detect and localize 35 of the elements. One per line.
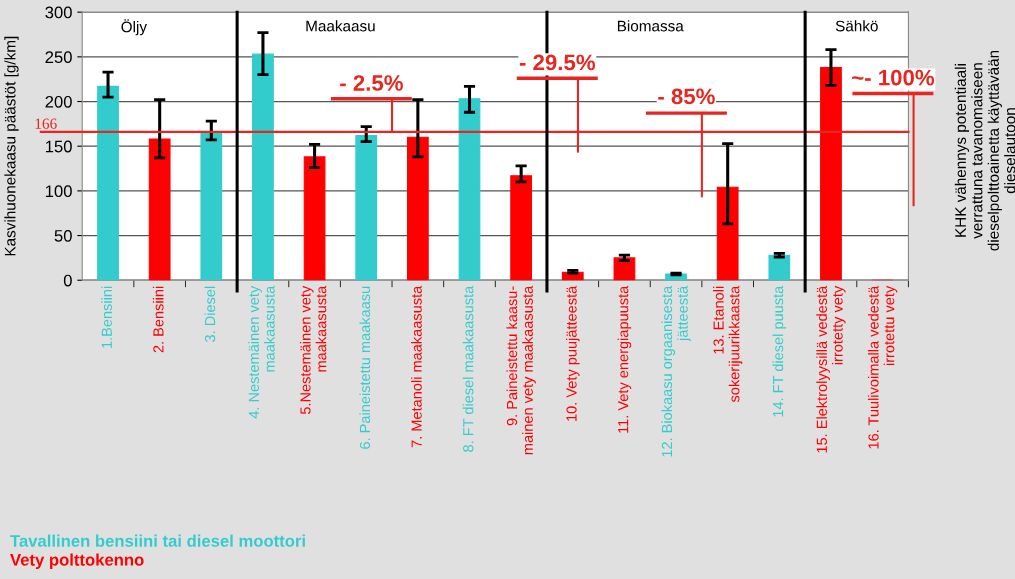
x-tick-label: 10. Vety puujätteestä — [565, 285, 580, 421]
text: Vety polttokenno — [10, 553, 144, 569]
x-tick-label: 7. Metanoli maakaasusta — [411, 285, 422, 448]
x-tick-label: 2. Bensiini — [152, 286, 164, 353]
annotation: Öljy — [121, 19, 147, 36]
y-tick-label: 300 — [45, 6, 72, 19]
x-tick-label: 13. Etanoli sokerijuurikkaasta — [713, 285, 743, 403]
y-axis-title: Kasvihuonekaasu päästöt [g/km] — [4, 36, 19, 256]
x-tick-label: 4. Nestemäinen vety maakaasusta — [248, 285, 275, 419]
x-tick-label: 8. FT diesel maakaasusta — [462, 285, 474, 452]
annotation: Biomassa — [617, 20, 684, 32]
ref-line-label: 166 — [35, 118, 57, 129]
x-tick-label: 14. FT diesel puusta — [772, 285, 787, 417]
y-tick-label: 50 — [54, 229, 72, 242]
y-tick-label: 200 — [45, 95, 72, 108]
x-tick-label: 12. Biokaasu orgaanisesta jätteestä — [661, 285, 691, 457]
x-tick-label: 5.Nestemäinen vety maakaasusta — [299, 285, 327, 415]
x-tick-label: 6. Paineistettu maakaasu — [359, 286, 371, 449]
x-tick-label: 9. Paineistettu kaasu- mainen vety maakaasusta — [506, 285, 536, 455]
x-tick-label: 15. Elektrolyysillä vedestä irrotetty vety — [816, 285, 846, 453]
annotation: - 29.5% — [519, 54, 595, 71]
annotation: - 2.5% — [340, 75, 403, 91]
x-tick-label: 3. Diesel — [204, 286, 216, 342]
y-tick-label: 250 — [45, 51, 72, 64]
annotation: Sähkö — [835, 20, 878, 32]
text: Tavallinen bensiini tai diesel moottori — [10, 534, 305, 547]
annotation: - 85% — [658, 88, 715, 105]
annotation: ~- 100% — [852, 69, 935, 86]
y-tick-label: 150 — [45, 140, 72, 153]
annotation: Maakaasu — [306, 20, 375, 32]
x-tick-label: 1.Bensiini — [101, 286, 112, 348]
y-tick-label: 100 — [45, 185, 72, 198]
y-tick-label: 0 — [63, 274, 72, 287]
x-tick-label: 11. Vety energiapuusta — [617, 285, 632, 433]
text: KHK vähennys potentiaali verrattuna tavanomaiseen dieselpolttoainetta käyttävään dieselautoon — [954, 50, 1015, 251]
